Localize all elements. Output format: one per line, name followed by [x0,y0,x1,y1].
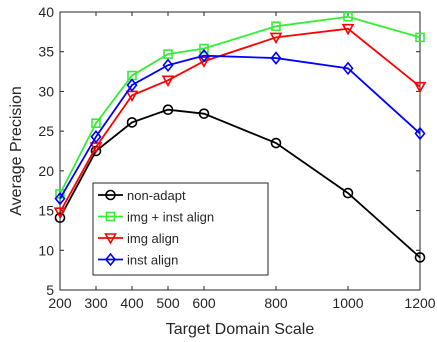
series-layer [53,11,427,263]
legend-marker [105,189,116,201]
axes: 200 300 400 500 600 800 1000 1200 5 10 15 20 25 30 35 4… [38,4,435,311]
legend-label: inst align [127,253,178,268]
legend: non-adapt img + inst align img align inst a… [92,182,269,276]
data-point [270,51,282,65]
data-point [91,118,101,128]
legend-label: img align [127,231,179,246]
data-point [54,191,66,206]
y-tick-label: 5 [46,282,54,298]
y-tick-label: 35 [38,44,54,60]
data-point [53,207,67,219]
x-tick-label: 500 [156,295,180,311]
data-point [126,117,138,128]
data-point [415,32,425,43]
data-point [126,78,138,92]
series-img-inst-align [55,11,425,199]
series-line [59,54,421,200]
x-axis-title: Target Domain Scale [166,321,315,338]
series-line [59,27,421,213]
series-line [59,15,421,195]
data-point [341,23,355,36]
data-point [271,21,281,32]
data-point [342,187,354,199]
data-point [343,11,353,22]
y-tick-label: 25 [38,123,54,139]
legend-item: inst align [98,253,178,268]
data-point [54,212,66,224]
legend-item: non-adapt [98,188,186,203]
x-tick-label: 300 [84,295,108,311]
x-tick-label: 400 [120,295,144,311]
legend-item: img + inst align [98,210,214,225]
data-point [162,104,174,115]
data-point [414,252,426,263]
data-point [199,43,209,54]
y-tick-label: 10 [38,242,54,258]
data-point [162,58,174,72]
series-line [59,108,421,259]
data-point [269,32,283,45]
data-point [198,48,210,63]
legend-marker [104,252,117,267]
y-tick-label: 40 [38,4,54,20]
y-tick-label: 30 [38,83,54,99]
y-tick-label: 20 [38,163,54,179]
data-point [413,81,427,94]
x-tick-label: 200 [48,295,72,311]
x-tick-label: 1200 [404,295,435,311]
legend-marker [105,211,116,222]
y-tick-label: 15 [38,203,54,219]
data-point [90,129,102,144]
legend-label: img + inst align [127,210,214,225]
legend-marker [104,233,117,245]
x-tick-label: 800 [264,295,288,311]
data-point [163,49,173,59]
legend-item: img align [98,231,179,246]
data-point [198,108,210,119]
data-point [161,75,175,87]
series-inst-align [54,48,426,206]
legend-label: non-adapt [127,188,186,203]
data-point [414,126,426,141]
data-point [197,56,211,68]
data-point [270,137,282,149]
x-tick-label: 1000 [332,295,363,311]
x-tick-label: 600 [192,295,216,311]
data-point [342,61,354,76]
y-axis-title: Average Precision [8,86,25,216]
